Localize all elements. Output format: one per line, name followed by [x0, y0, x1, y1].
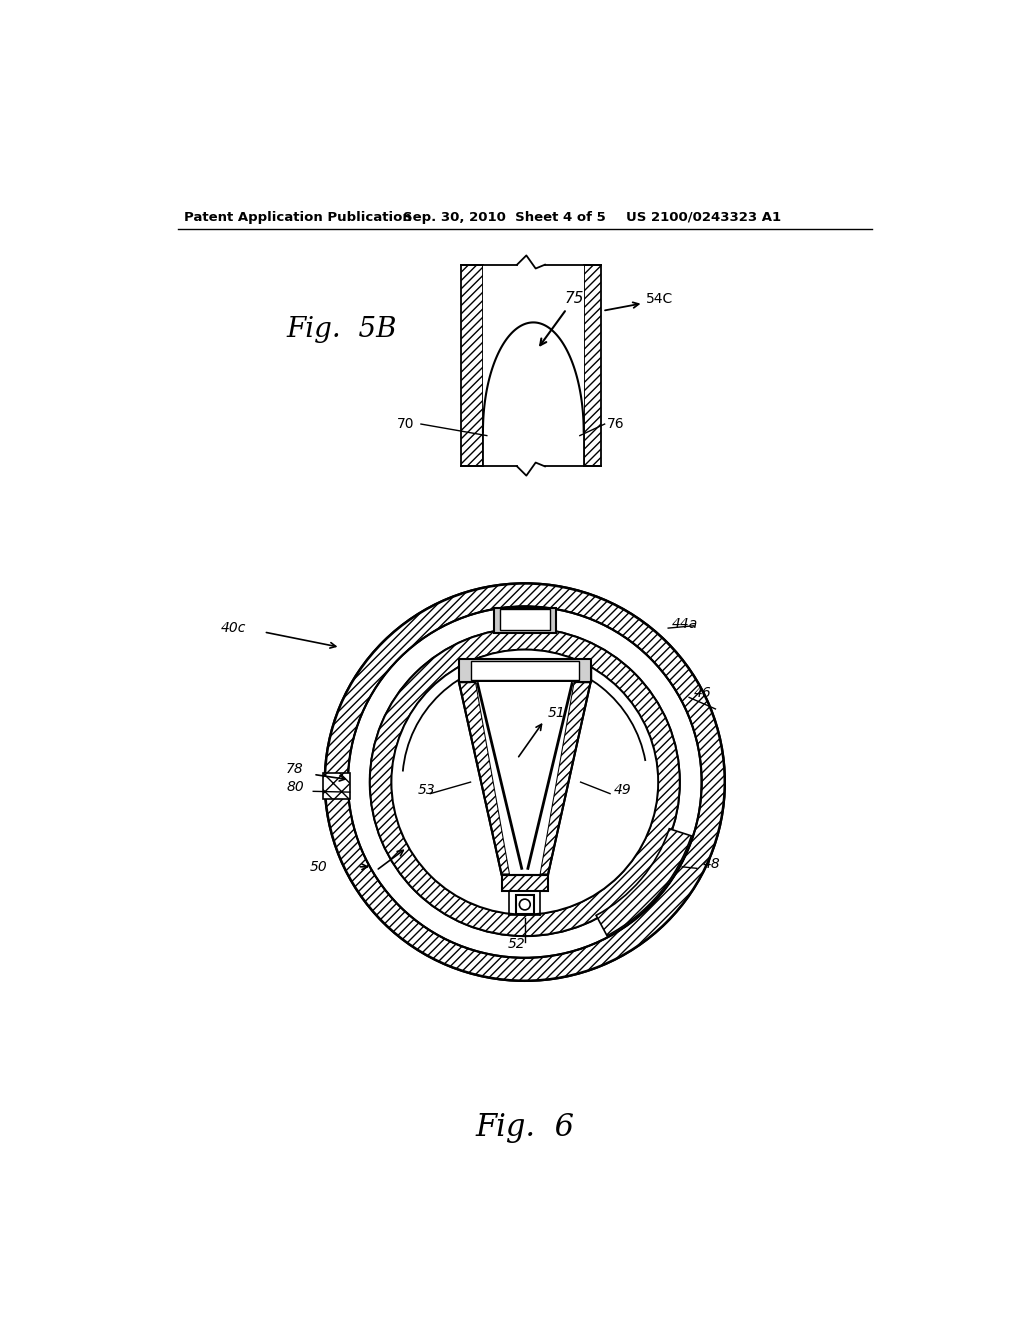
Text: 76: 76	[607, 417, 625, 432]
Polygon shape	[540, 682, 591, 875]
Polygon shape	[459, 682, 591, 875]
Wedge shape	[370, 628, 680, 936]
Circle shape	[325, 583, 725, 981]
Text: 40c: 40c	[221, 620, 247, 635]
Polygon shape	[476, 682, 521, 875]
Text: 52: 52	[508, 937, 526, 950]
Polygon shape	[580, 668, 591, 682]
Text: Fig.  6: Fig. 6	[475, 1111, 574, 1143]
Polygon shape	[461, 264, 483, 466]
Wedge shape	[596, 829, 691, 936]
Text: 75: 75	[541, 292, 584, 346]
Text: 49: 49	[614, 783, 632, 797]
Text: Fig.  5B: Fig. 5B	[287, 315, 397, 343]
Bar	[515, 895, 535, 913]
Text: 54C: 54C	[646, 292, 673, 306]
Polygon shape	[502, 875, 548, 891]
Bar	[500, 609, 550, 630]
Circle shape	[391, 649, 658, 915]
Text: 80: 80	[286, 780, 304, 795]
Text: 44a: 44a	[672, 618, 698, 631]
Polygon shape	[528, 682, 573, 875]
Bar	[459, 659, 591, 682]
Text: 48: 48	[703, 858, 721, 871]
Text: Patent Application Publication: Patent Application Publication	[183, 211, 412, 224]
Text: 78: 78	[286, 762, 304, 776]
Text: 53: 53	[418, 783, 435, 797]
Text: 46: 46	[693, 686, 712, 701]
Wedge shape	[325, 583, 725, 981]
Bar	[494, 609, 556, 632]
Circle shape	[519, 899, 530, 909]
Text: US 2100/0243323 A1: US 2100/0243323 A1	[627, 211, 781, 224]
Polygon shape	[459, 682, 510, 875]
Polygon shape	[477, 682, 572, 869]
Polygon shape	[324, 774, 349, 799]
Text: 51: 51	[548, 706, 566, 719]
Text: 70: 70	[397, 417, 415, 432]
Polygon shape	[483, 264, 584, 466]
Polygon shape	[584, 264, 601, 466]
Circle shape	[348, 607, 701, 958]
Bar	[471, 661, 579, 680]
Polygon shape	[459, 668, 470, 682]
Text: Sep. 30, 2010  Sheet 4 of 5: Sep. 30, 2010 Sheet 4 of 5	[403, 211, 606, 224]
Text: 50: 50	[309, 859, 327, 874]
